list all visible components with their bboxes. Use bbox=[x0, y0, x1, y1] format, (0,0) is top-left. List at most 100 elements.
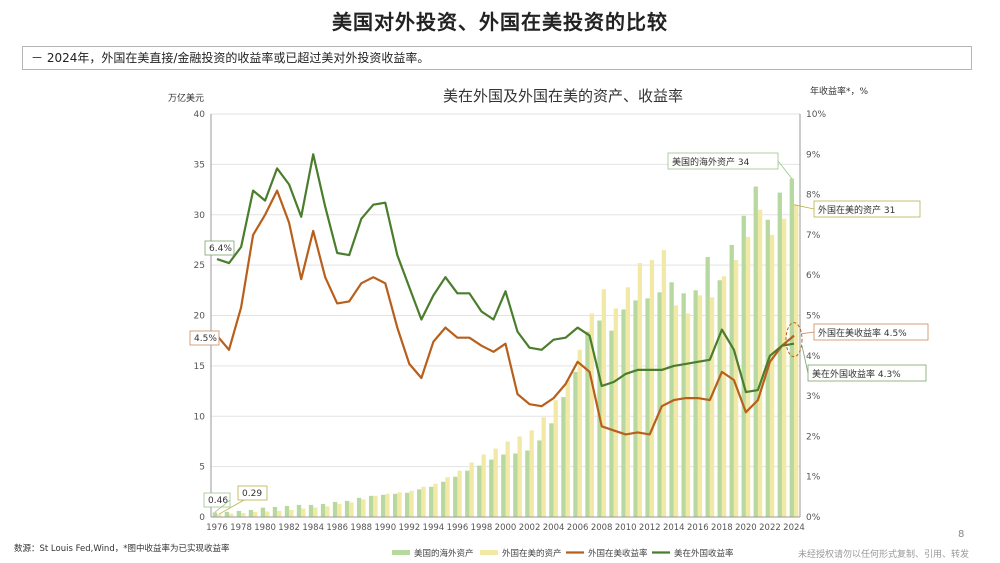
x-tick-label: 2012 bbox=[639, 523, 661, 533]
bar-foreign-us-assets bbox=[337, 503, 342, 517]
y-left-tick-label: 35 bbox=[194, 160, 205, 170]
legend-us-foreign-yield: 美在外国收益率 bbox=[674, 548, 734, 559]
bar-foreign-us-assets bbox=[721, 276, 727, 517]
y-right-tick-label: 6% bbox=[806, 271, 821, 281]
bar-us-overseas-assets bbox=[585, 331, 590, 517]
bar-us-overseas-assets bbox=[789, 178, 794, 518]
annotation-us-yield-start-box bbox=[204, 240, 235, 256]
bar-foreign-us-assets bbox=[577, 349, 582, 517]
bar-foreign-us-assets bbox=[613, 308, 619, 517]
bar-foreign-us-assets bbox=[781, 218, 787, 517]
y-left-tick-label: 10 bbox=[194, 412, 206, 422]
annotation-us-assets-start: 0.46 bbox=[208, 496, 228, 506]
legend-us-overseas-assets: 美国的海外资产 bbox=[414, 548, 474, 559]
y-right-label: 年收益率*，% bbox=[810, 85, 869, 97]
annotation-foreign-yield-end: 外国在美收益率 4.5% bbox=[818, 327, 907, 339]
bar-foreign-us-assets bbox=[601, 289, 606, 517]
bar-foreign-us-assets bbox=[469, 462, 474, 517]
y-left-tick-label: 20 bbox=[194, 312, 206, 322]
bar-us-overseas-assets bbox=[405, 492, 410, 517]
legend-foreign-us-assets-swatch bbox=[480, 550, 498, 555]
bar-foreign-us-assets bbox=[217, 514, 222, 517]
bar-foreign-us-assets bbox=[505, 441, 510, 517]
bar-foreign-us-assets bbox=[421, 486, 426, 517]
y-left-tick-label: 0 bbox=[199, 513, 205, 523]
y-right-tick-label: 4% bbox=[806, 352, 821, 362]
bar-foreign-us-assets bbox=[229, 513, 234, 517]
legend-foreign-us-assets: 外国在美的资产 bbox=[502, 548, 562, 559]
x-tick-label: 1994 bbox=[423, 523, 445, 533]
annotation-leader bbox=[801, 331, 815, 335]
bar-foreign-us-assets bbox=[553, 400, 558, 517]
x-tick-label: 2014 bbox=[663, 523, 685, 533]
x-tick-label: 1998 bbox=[471, 523, 493, 533]
source-note: 数源：St Louis Fed,Wind，*图中收益率为已实现收益率 bbox=[14, 544, 230, 554]
bar-us-overseas-assets bbox=[549, 423, 554, 517]
bar-us-overseas-assets bbox=[212, 512, 218, 517]
x-tick-label: 2008 bbox=[591, 523, 613, 533]
x-tick-label: 1982 bbox=[278, 523, 300, 533]
bar-foreign-us-assets bbox=[565, 379, 570, 517]
y-left-tick-label: 25 bbox=[194, 261, 205, 271]
annotation-leader bbox=[777, 160, 793, 179]
y-right-tick-label: 7% bbox=[806, 231, 821, 241]
bar-foreign-us-assets bbox=[361, 499, 366, 517]
x-tick-label: 2020 bbox=[735, 523, 757, 533]
bar-us-overseas-assets bbox=[332, 501, 338, 517]
bar-foreign-us-assets bbox=[481, 454, 486, 517]
x-tick-label: 1990 bbox=[374, 523, 396, 533]
bar-us-overseas-assets bbox=[248, 509, 254, 517]
bar-us-overseas-assets bbox=[429, 486, 434, 517]
bar-us-overseas-assets bbox=[260, 507, 266, 517]
chart-title: 美在外国及外国在美的资产、收益率 bbox=[443, 87, 683, 105]
x-tick-label: 2022 bbox=[759, 523, 781, 533]
bar-foreign-us-assets bbox=[313, 507, 318, 517]
y-right-tick-label: 1% bbox=[806, 473, 821, 483]
y-left-tick-label: 5 bbox=[199, 463, 205, 473]
bar-foreign-us-assets bbox=[769, 234, 775, 517]
bar-us-overseas-assets bbox=[465, 470, 470, 517]
bar-us-overseas-assets bbox=[705, 257, 710, 517]
bar-foreign-us-assets bbox=[517, 436, 522, 517]
x-tick-label: 2024 bbox=[783, 523, 805, 533]
annotation-foreign-yield-start: 4.5% bbox=[194, 334, 217, 344]
bar-us-overseas-assets bbox=[236, 510, 242, 517]
annotation-leader bbox=[214, 499, 231, 513]
highlight-ellipse bbox=[785, 322, 803, 358]
bar-foreign-us-assets bbox=[685, 313, 691, 517]
y-left-tick-label: 40 bbox=[194, 110, 206, 120]
y-right-tick-label: 10% bbox=[806, 110, 826, 120]
bar-foreign-us-assets bbox=[673, 305, 679, 517]
bar-us-overseas-assets bbox=[441, 481, 446, 517]
bar-foreign-us-assets bbox=[289, 509, 294, 517]
bar-foreign-us-assets bbox=[373, 495, 378, 517]
y-right-tick-label: 5% bbox=[806, 312, 821, 322]
y-left-tick-label: 30 bbox=[194, 211, 206, 221]
annotation-leader bbox=[801, 345, 809, 374]
bar-foreign-us-assets bbox=[457, 470, 462, 517]
bar-us-overseas-assets bbox=[729, 244, 734, 517]
y-left-tick-label: 15 bbox=[194, 362, 205, 372]
bar-foreign-us-assets bbox=[325, 506, 330, 517]
bar-foreign-us-assets bbox=[589, 313, 594, 517]
bar-foreign-us-assets bbox=[241, 512, 246, 517]
bar-us-overseas-assets bbox=[489, 459, 494, 517]
y-right-tick-label: 3% bbox=[806, 392, 821, 402]
bar-us-overseas-assets bbox=[284, 505, 290, 517]
bar-foreign-us-assets bbox=[277, 510, 282, 517]
annotation-us-yield-end: 美在外国收益率 4.3% bbox=[812, 368, 901, 380]
bar-us-overseas-assets bbox=[525, 450, 530, 517]
annotation-leader bbox=[218, 499, 245, 515]
x-tick-label: 1984 bbox=[302, 523, 324, 533]
bar-foreign-us-assets bbox=[757, 209, 763, 517]
bar-us-overseas-assets bbox=[368, 495, 374, 517]
bar-us-overseas-assets bbox=[308, 504, 314, 517]
annotation-foreign-assets-end: 外国在美的资产 31 bbox=[818, 204, 895, 216]
bar-us-overseas-assets bbox=[633, 300, 638, 517]
copyright-note: 未经授权请勿以任何形式复制、引用、转发 bbox=[798, 550, 970, 560]
page-number: 8 bbox=[958, 529, 965, 540]
annotation-foreign-yield-start-box bbox=[189, 330, 220, 346]
x-tick-label: 1980 bbox=[254, 523, 276, 533]
bar-foreign-us-assets bbox=[745, 236, 751, 518]
bar-foreign-us-assets bbox=[409, 490, 414, 517]
